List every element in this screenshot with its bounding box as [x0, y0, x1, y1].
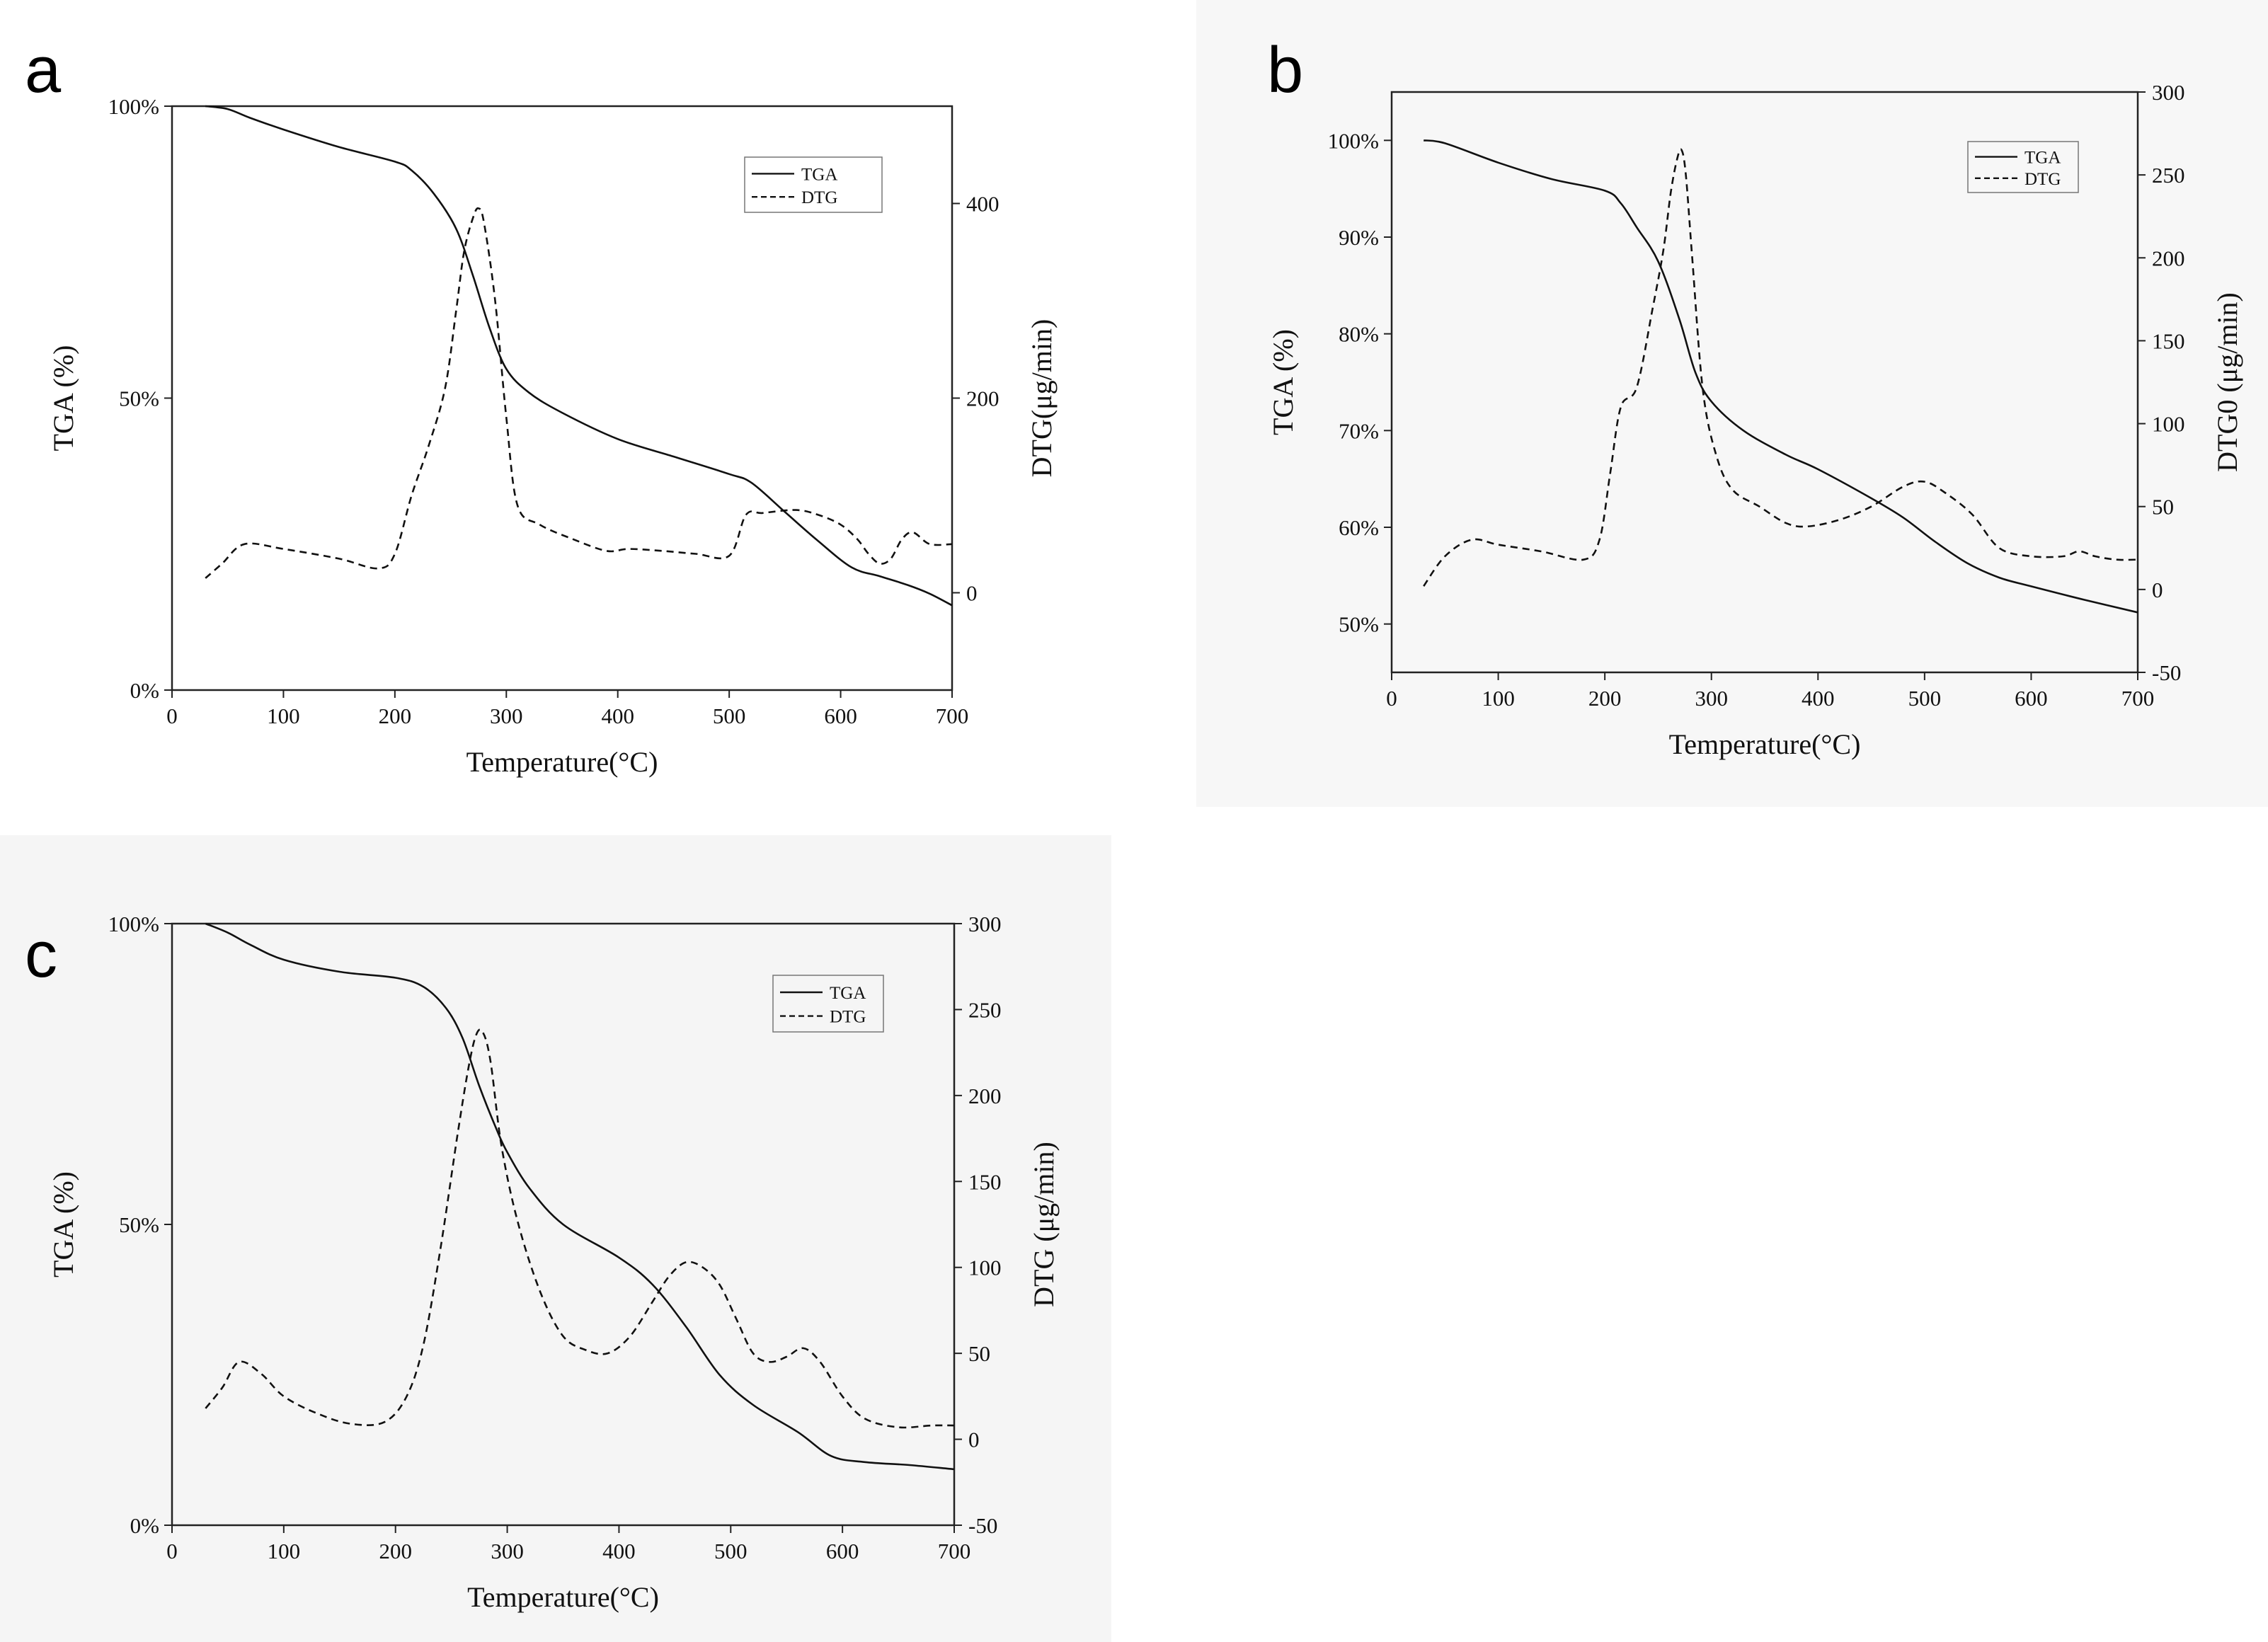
- panel-a-background: [0, 0, 1203, 839]
- legend-box-c: [772, 975, 884, 1033]
- x-tick-label: 0: [166, 1539, 178, 1563]
- x-tick-label: 200: [379, 1539, 412, 1563]
- chart-panel-b: 0 100 200 300 400 500 600 70050%60%70%80%90%100…: [1267, 80, 2243, 760]
- x-tick-label: 100: [268, 1539, 301, 1563]
- y2-tick-label: 150: [968, 1169, 1002, 1194]
- y2-tick-label: -50: [2152, 660, 2181, 685]
- legend-label-dtg: DTG: [2024, 170, 2061, 189]
- legend-label-dtg: DTG: [830, 1008, 866, 1027]
- x-tick-label: 100: [1482, 686, 1515, 711]
- plot-frame-b: [1390, 91, 2139, 674]
- y2-tick-label: 200: [2152, 246, 2185, 270]
- y-axis-title-a: TGA (%): [47, 345, 79, 452]
- x-tick-label: 600: [826, 1539, 859, 1563]
- y2-tick-label: 150: [2152, 328, 2185, 353]
- series-line-dtg-a: [205, 207, 953, 579]
- y-tick-label: 50%: [1339, 612, 1379, 637]
- y2-tick-label: 100: [968, 1256, 1002, 1280]
- x-tick-label: 300: [1695, 686, 1728, 711]
- legend-label-tga: TGA: [801, 165, 837, 184]
- y-axis-title-b: TGA (%): [1267, 329, 1299, 435]
- y2-axis-title-a: DTG(μg/min): [1026, 319, 1058, 478]
- chart-panel-a: 0 100 200 300 400 500 600 700 0% 50% 100% 0 200 400 Te…: [47, 94, 1058, 778]
- y2-tick-label: 0: [966, 581, 978, 606]
- panel-label-a: a: [25, 34, 62, 106]
- chart-panel-c: 0 100 200 300 400 500 600 700 0% 50% 100% -50 0 50 100…: [47, 912, 1060, 1613]
- legend-a: TGA DTG: [744, 156, 883, 213]
- y-tick-label: 0%: [130, 1513, 159, 1538]
- x-tick-label: 500: [1908, 686, 1942, 711]
- x-axis-title-a: Temperature(°C): [466, 746, 658, 778]
- x-tick-label: 0: [166, 704, 178, 728]
- legend-label-tga: TGA: [2024, 149, 2061, 168]
- x-tick-label: 600: [2015, 686, 2048, 711]
- series-line-tga-a: [205, 105, 953, 607]
- x-tick-label: 100: [267, 704, 300, 728]
- panel-label-b: b: [1267, 34, 1303, 106]
- x-tick-label: 300: [490, 704, 523, 728]
- y2-tick-label: 200: [968, 1084, 1002, 1108]
- y2-tick-label: -50: [968, 1513, 997, 1538]
- x-axis-title-c: Temperature(°C): [467, 1581, 659, 1613]
- y-tick-label: 100%: [108, 912, 159, 936]
- y2-tick-label: 300: [2152, 80, 2185, 105]
- y2-tick-label: 50: [2152, 495, 2174, 519]
- y-axis-title-c: TGA (%): [47, 1171, 79, 1278]
- y2-tick-label: 0: [968, 1428, 980, 1452]
- y2-axis-title-b: DTG0 (μg/min): [2211, 292, 2243, 472]
- series-line-tga-b: [1424, 139, 2138, 614]
- series-line-dtg-b: [1423, 148, 2138, 587]
- y2-tick-label: 50: [968, 1341, 990, 1366]
- y-tick-label: 0%: [130, 678, 159, 703]
- y2-tick-label: 300: [968, 912, 1002, 936]
- y2-tick-label: 0: [2152, 578, 2163, 602]
- x-axis-title-b: Temperature(°C): [1669, 728, 1861, 760]
- x-tick-label: 400: [602, 1539, 636, 1563]
- y-tick-label: 50%: [119, 1212, 159, 1237]
- legend-b: TGA DTG: [1967, 141, 2079, 193]
- legend-label-dtg: DTG: [801, 188, 837, 207]
- x-tick-label: 200: [379, 704, 412, 728]
- y-tick-label: 50%: [119, 386, 159, 411]
- x-tick-label: 0: [1386, 686, 1397, 711]
- x-tick-label: 700: [938, 1539, 971, 1563]
- x-tick-label: 200: [1588, 686, 1622, 711]
- x-tick-label: 300: [491, 1539, 524, 1563]
- series-line-tga-c: [205, 922, 955, 1471]
- x-tick-label: 500: [713, 704, 746, 728]
- legend-box-b: [1967, 141, 2079, 193]
- panel-label-c: c: [25, 919, 57, 991]
- y2-tick-label: 100: [2152, 412, 2185, 437]
- legend-box-a: [744, 156, 883, 213]
- x-tick-label: 700: [936, 704, 969, 728]
- legend-c: TGA DTG: [772, 975, 884, 1033]
- legend-label-tga: TGA: [830, 984, 866, 1003]
- y-tick-label: 100%: [108, 94, 159, 119]
- y2-tick-label: 250: [2152, 163, 2185, 188]
- y-tick-label: 90%: [1339, 225, 1379, 250]
- series-line-dtg-c: [205, 1028, 955, 1429]
- y2-axis-title-c: DTG (μg/min): [1028, 1142, 1060, 1307]
- y-tick-label: 60%: [1339, 515, 1379, 540]
- y-tick-label: 70%: [1339, 418, 1379, 443]
- y2-tick-label: 250: [968, 997, 1002, 1022]
- x-tick-label: 500: [714, 1539, 748, 1563]
- panel-c-background: [0, 835, 1111, 1642]
- x-tick-label: 600: [824, 704, 857, 728]
- y2-tick-label: 400: [966, 192, 1000, 217]
- y2-tick-label: 200: [966, 386, 1000, 411]
- y-tick-label: 100%: [1328, 128, 1379, 153]
- x-tick-label: 700: [2121, 686, 2155, 711]
- x-tick-label: 400: [1802, 686, 1835, 711]
- x-tick-label: 400: [601, 704, 634, 728]
- y-tick-label: 80%: [1339, 322, 1379, 347]
